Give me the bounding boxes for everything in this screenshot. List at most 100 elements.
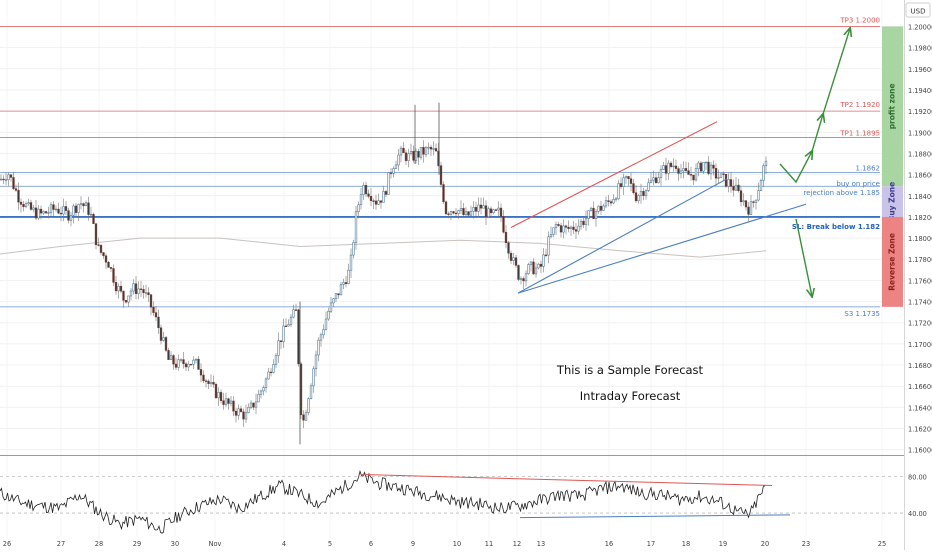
candle-body — [57, 208, 60, 214]
candle-body — [389, 172, 393, 174]
zone-buy-zone[interactable] — [882, 186, 903, 217]
candle-body — [604, 200, 608, 207]
candle-body — [384, 191, 388, 195]
candle-body — [509, 252, 513, 261]
candle-body — [294, 309, 298, 311]
candle-body — [669, 162, 673, 167]
candle-body — [404, 152, 408, 161]
candle-body — [329, 302, 333, 312]
candle-body — [317, 339, 320, 356]
forecast-arrow[interactable] — [811, 114, 823, 152]
candle-body — [24, 203, 28, 207]
currency-label-box[interactable]: USD — [905, 2, 931, 18]
oscillator-line — [0, 469, 766, 534]
candle-body — [147, 292, 150, 295]
candle-body — [87, 202, 90, 215]
candle-body — [759, 180, 763, 191]
date-tick-label: 16 — [605, 540, 613, 548]
candle-body — [239, 408, 243, 413]
trendline[interactable] — [517, 178, 728, 294]
candle-body — [642, 191, 645, 196]
candle-body — [692, 174, 695, 181]
date-tick-label: 4 — [282, 540, 286, 548]
candle-body — [539, 263, 543, 267]
candle-body — [432, 148, 435, 150]
candle-body — [224, 398, 228, 405]
candle-body — [97, 244, 100, 246]
candle-body — [399, 147, 403, 156]
candle-body — [532, 261, 535, 275]
candle-body — [159, 327, 163, 341]
forecast-arrow[interactable] — [795, 218, 812, 296]
date-tick-label: 12 — [513, 540, 521, 548]
candle-body — [689, 174, 693, 176]
candle-body — [2, 178, 5, 181]
candle-body — [312, 368, 315, 387]
candle-body — [372, 200, 375, 202]
candle-body — [747, 206, 750, 215]
oscillator-trendline[interactable] — [519, 514, 791, 519]
level-label: S3 1.1735 — [844, 310, 880, 318]
forecast-arrow[interactable] — [822, 29, 850, 115]
trendline[interactable] — [510, 121, 718, 228]
candle-body — [504, 231, 508, 243]
price-tick-label: 1.16600 — [908, 383, 932, 391]
price-tick-label: 1.16200 — [908, 426, 932, 434]
price-tick-label: 1.18400 — [908, 193, 932, 201]
candle-body — [297, 309, 300, 365]
candle-body — [639, 191, 643, 196]
candle-body — [619, 183, 623, 187]
candle-body — [764, 160, 768, 167]
level-label: 1.1862 — [856, 164, 881, 172]
candle-body — [234, 410, 238, 416]
annotation-sample-forecast: This is a Sample Forecast — [556, 363, 704, 377]
candle-body — [0, 178, 3, 181]
zone-reverse-zone[interactable] — [882, 216, 903, 307]
zone-profit-zone[interactable] — [882, 26, 903, 187]
candle-body — [309, 385, 313, 399]
candle-body — [232, 400, 235, 412]
candle-body — [112, 268, 115, 283]
candle-body — [74, 205, 78, 213]
candle-body — [277, 340, 280, 356]
candle-body — [369, 196, 373, 201]
price-tick-label: 1.16400 — [908, 404, 932, 412]
candle-body — [59, 212, 63, 215]
price-tick-label: 1.18800 — [908, 150, 932, 158]
candle-body — [397, 154, 400, 166]
candle-body — [19, 201, 23, 205]
candle-body — [77, 204, 80, 213]
candle-body — [127, 295, 130, 303]
candle-body — [434, 148, 438, 152]
candle-body — [749, 201, 753, 215]
candle-body — [394, 164, 398, 169]
candle-body — [287, 324, 290, 327]
candle-body — [452, 211, 455, 214]
candle-body — [69, 214, 73, 221]
candle-body — [487, 208, 490, 218]
candle-body — [419, 147, 423, 158]
candle-body — [662, 165, 665, 170]
candle-body — [179, 359, 183, 361]
candle-body — [479, 204, 483, 209]
price-tick-label: 1.17200 — [908, 320, 932, 328]
candle-body — [554, 224, 558, 229]
price-tick-label: 1.18200 — [908, 214, 932, 222]
candle-body — [182, 359, 185, 365]
candle-body — [282, 325, 285, 343]
candle-body — [524, 273, 528, 282]
candle-body — [167, 350, 170, 360]
date-tick-label: 9 — [411, 540, 415, 548]
candle-body — [79, 203, 83, 205]
candle-body — [444, 201, 448, 215]
candle-body — [132, 283, 135, 292]
candle-body — [702, 162, 705, 172]
trendline[interactable] — [517, 203, 807, 294]
forecast-arrow[interactable] — [779, 151, 812, 184]
candle-body — [229, 400, 233, 404]
candle-body — [292, 309, 295, 318]
price-tick-label: 1.17600 — [908, 277, 932, 285]
candle-body — [612, 199, 615, 204]
oscillator-trendline[interactable] — [361, 474, 773, 487]
